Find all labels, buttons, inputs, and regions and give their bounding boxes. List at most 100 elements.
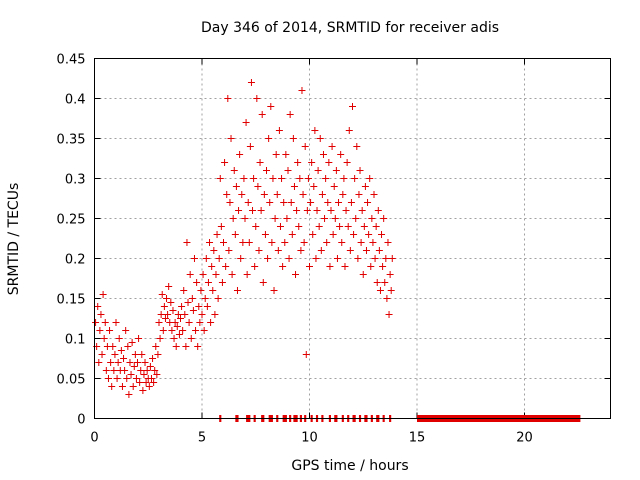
data-point	[198, 311, 206, 318]
data-point	[158, 291, 166, 298]
data-point	[224, 95, 232, 102]
data-point	[134, 359, 141, 366]
data-point	[197, 287, 205, 294]
data-point	[207, 319, 215, 326]
data-point	[111, 351, 119, 358]
data-point	[240, 175, 248, 182]
data-point	[386, 271, 394, 278]
data-point	[302, 351, 310, 358]
data-point	[165, 283, 173, 290]
data-point	[226, 199, 234, 206]
data-point	[138, 351, 146, 358]
data-point	[227, 135, 235, 142]
data-point	[174, 311, 182, 318]
plot-frame	[94, 58, 611, 419]
y-tick-label: 0.1	[65, 333, 86, 348]
data-point	[188, 295, 196, 302]
data-point	[311, 127, 319, 134]
data-point	[131, 351, 139, 358]
data-point	[187, 335, 195, 342]
data-point	[272, 151, 280, 158]
data-point	[257, 207, 265, 214]
y-tick-label: 0.3	[65, 173, 86, 188]
data-point	[312, 255, 320, 262]
data-point	[136, 379, 144, 386]
data-point	[385, 311, 393, 318]
data-point	[356, 167, 364, 174]
data-point	[218, 279, 226, 286]
data-point	[221, 159, 229, 166]
data-point	[110, 367, 118, 374]
y-tick-label: 0.35	[57, 133, 86, 148]
data-point	[95, 359, 103, 366]
data-point	[211, 311, 219, 318]
data-point	[120, 355, 128, 362]
data-point	[319, 151, 327, 158]
data-point	[230, 167, 238, 174]
data-point	[294, 159, 302, 166]
data-point	[118, 383, 126, 390]
data-point	[239, 239, 247, 246]
data-point	[361, 183, 369, 190]
data-point	[284, 167, 292, 174]
data-point	[359, 271, 367, 278]
x-tick-labels: 0 5 10 15 20	[90, 431, 532, 446]
data-point	[135, 335, 143, 342]
data-point	[223, 191, 231, 198]
data-point	[186, 271, 194, 278]
data-point	[374, 207, 382, 214]
data-point	[106, 327, 114, 334]
data-point	[109, 343, 117, 350]
data-point	[276, 223, 284, 230]
data-point	[275, 127, 283, 134]
data-point	[299, 191, 307, 198]
data-point	[295, 223, 303, 230]
data-point	[331, 215, 339, 222]
data-point	[303, 207, 311, 214]
data-point	[288, 231, 296, 238]
data-point	[208, 263, 216, 270]
y-tick-labels: 0 0.05 0.1 0.15 0.2 0.25 0.3 0.35 0.4 0.45	[57, 53, 86, 428]
data-point	[381, 279, 389, 286]
data-point	[364, 199, 372, 206]
data-point	[163, 295, 171, 302]
data-point	[256, 159, 264, 166]
y-tick-label: 0.25	[57, 213, 86, 228]
data-point	[102, 367, 110, 374]
data-point	[251, 263, 259, 270]
data-point	[203, 303, 211, 310]
data-point	[341, 263, 349, 270]
data-point	[289, 135, 297, 142]
data-point	[388, 255, 396, 262]
data-point	[321, 215, 329, 222]
data-point	[351, 175, 359, 182]
data-point	[164, 311, 172, 318]
data-point	[157, 311, 165, 318]
data-point	[273, 191, 281, 198]
data-point	[149, 355, 157, 362]
y-tick-label: 0.4	[65, 93, 86, 108]
data-point	[145, 383, 153, 390]
data-point	[128, 339, 136, 346]
data-point	[252, 223, 260, 230]
data-point	[292, 271, 300, 278]
data-point	[352, 215, 360, 222]
data-point	[316, 135, 324, 142]
data-point	[318, 191, 326, 198]
data-point	[194, 343, 202, 350]
data-point	[322, 175, 330, 182]
data-point	[129, 383, 137, 390]
data-point	[189, 307, 197, 314]
data-point	[328, 143, 336, 150]
data-point	[121, 367, 129, 374]
data-point	[254, 183, 262, 190]
data-point	[314, 167, 322, 174]
y-tick-label: 0.2	[65, 253, 86, 268]
data-point	[152, 343, 160, 350]
data-point	[192, 327, 200, 334]
data-point	[247, 79, 255, 86]
data-point	[372, 223, 380, 230]
data-point	[330, 183, 338, 190]
data-point	[98, 351, 106, 358]
y-tick-label: 0.05	[57, 373, 86, 388]
